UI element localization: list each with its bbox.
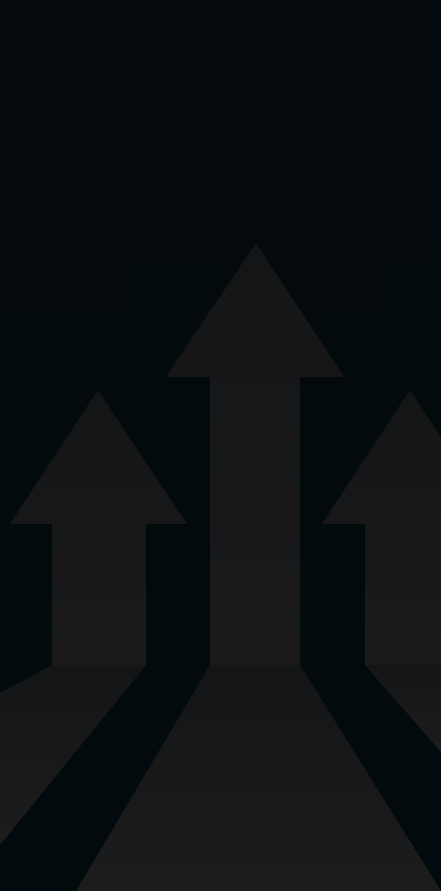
right-arrow [322,390,441,752]
left-arrow [0,390,187,845]
center-arrow [76,243,441,891]
